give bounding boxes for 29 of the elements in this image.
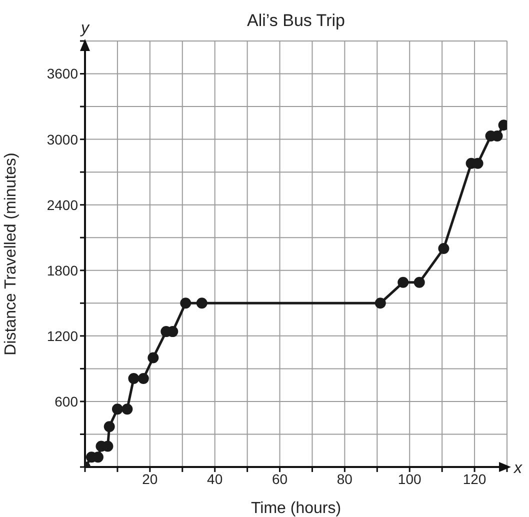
x-tick-label: 20 xyxy=(142,470,158,487)
point xyxy=(180,298,192,309)
x-tick-label: 100 xyxy=(398,470,422,487)
point xyxy=(112,404,123,415)
point xyxy=(138,373,149,384)
point xyxy=(398,276,409,288)
x-tick-label: 60 xyxy=(272,470,288,487)
x-tick-label: 120 xyxy=(462,470,486,487)
point xyxy=(438,243,450,254)
point xyxy=(122,404,133,415)
point xyxy=(196,298,208,309)
y-tick-label: 3600 xyxy=(46,66,78,82)
point xyxy=(128,373,140,384)
y-axis-title: Distance Travelled (minutes) xyxy=(2,152,20,356)
text: x xyxy=(513,460,523,477)
y-tick-label: 1200 xyxy=(46,328,78,344)
y-tick-label: 3000 xyxy=(46,131,78,148)
x-tick-label: 40 xyxy=(207,470,223,487)
point xyxy=(374,298,386,309)
y-tick-label: 1800 xyxy=(46,262,78,278)
point xyxy=(414,276,425,288)
text: y xyxy=(80,20,90,37)
y-tick-label: 2400 xyxy=(46,196,78,213)
chart-title: Ali’s Bus Trip xyxy=(247,11,345,30)
point xyxy=(148,352,159,364)
y-tick-label: 600 xyxy=(54,393,78,410)
x-tick-label: 80 xyxy=(336,470,353,487)
x-axis-title: Time (hours) xyxy=(250,500,342,517)
point xyxy=(104,421,115,432)
